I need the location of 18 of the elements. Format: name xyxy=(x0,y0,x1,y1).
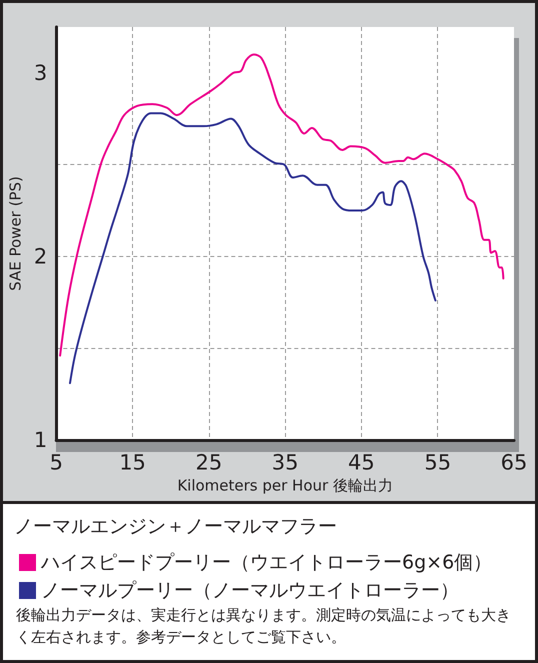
line-series xyxy=(68,112,436,384)
legend-label: ノーマルプーリー（ノーマルウエイトローラー） xyxy=(41,580,459,602)
x-tick-label: 15 xyxy=(119,450,146,474)
line-series xyxy=(59,54,504,357)
x-tick-label: 55 xyxy=(424,450,452,474)
y-tick-label: 3 xyxy=(34,60,48,85)
y-tick-label: 1 xyxy=(34,428,48,452)
x-tick-label: 25 xyxy=(195,450,222,474)
x-tick-label: 5 xyxy=(50,450,63,474)
y-tick-label: 2 xyxy=(34,244,48,268)
x-tick-label: 35 xyxy=(272,450,298,474)
x-tick-label: 45 xyxy=(348,450,375,474)
x-tick-label: 65 xyxy=(500,450,528,474)
y-axis-title: SAE Power (PS) xyxy=(6,176,24,291)
text: ノーマルエンジン＋ノーマルマフラー xyxy=(14,516,337,538)
legend-label: ハイスピードプーリー（ウエイトローラー6g×6個） xyxy=(40,552,492,574)
x-axis-title: Kilometers per Hour 後輪出力 xyxy=(177,476,393,494)
text: 後輪出力データは、実走行とは異なります。測定時の気温によっても大きく左右されます。参考データとしてご覧下さい。 xyxy=(16,606,511,646)
